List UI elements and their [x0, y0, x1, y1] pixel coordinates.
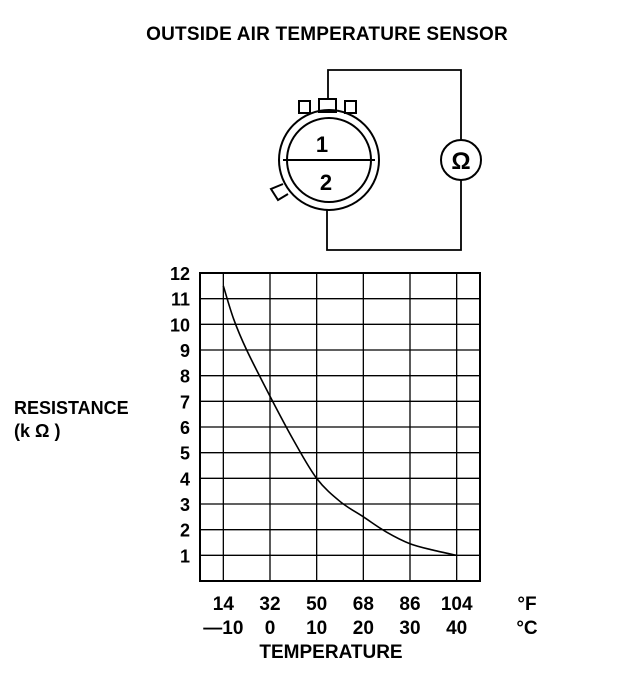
x-tick-label-f: 68	[353, 594, 374, 615]
x-tick-label-c: 0	[265, 618, 276, 639]
y-tick-label: 10	[170, 315, 190, 335]
sensor-circuit-diagram: 1 2 Ω	[269, 69, 482, 251]
y-axis-label-line2: (k Ω )	[14, 421, 61, 441]
x-tick-label-c: 40	[446, 618, 467, 639]
y-tick-label: 1	[180, 546, 190, 566]
y-tick-label: 3	[180, 495, 190, 515]
x-tick-label-c: 10	[306, 618, 327, 639]
pin-2-label: 2	[320, 170, 332, 195]
x-tick-label-f: 104	[441, 594, 473, 615]
y-tick-label: 11	[171, 290, 190, 310]
x-tick-label-c: 20	[353, 618, 374, 639]
x-axis-label: TEMPERATURE	[259, 642, 403, 663]
y-axis-label: RESISTANCE (k Ω )	[14, 397, 129, 443]
connector-outer-ring	[278, 109, 380, 211]
x-tick-label-f: 32	[259, 594, 280, 615]
y-tick-label: 6	[180, 418, 190, 438]
y-tick-label: 5	[180, 444, 190, 464]
x-tick-label-c: 30	[399, 618, 420, 639]
x-tick-labels: 14 —10 32 0 50 10 68 20 86 30 104 40	[203, 594, 473, 639]
x-tick-label-f: 14	[213, 594, 235, 615]
y-tick-label: 9	[180, 341, 190, 361]
y-tick-label: 7	[180, 392, 190, 412]
circuit-wires	[326, 69, 462, 251]
plot-frame	[199, 272, 481, 582]
y-tick-label: 8	[180, 367, 190, 387]
y-tick-label: 12	[170, 264, 190, 284]
x-tick-label-f: 50	[306, 594, 327, 615]
y-tick-label: 2	[180, 521, 190, 541]
ohm-symbol: Ω	[451, 148, 470, 175]
chart-grid	[199, 272, 481, 582]
x-tick-label-c: —10	[203, 618, 243, 639]
ohmmeter-icon	[440, 139, 482, 181]
y-tick-label: 4	[180, 469, 190, 489]
page-title: OUTSIDE AIR TEMPERATURE SENSOR	[146, 24, 508, 45]
sensor-connector	[269, 98, 380, 211]
x-unit-fahrenheit: °F	[517, 594, 536, 615]
connector-latch	[269, 183, 289, 202]
pin-1-label: 1	[316, 132, 328, 157]
x-unit-celsius: °C	[516, 618, 538, 639]
resistance-curve	[222, 285, 457, 557]
resistance-curve-line	[222, 285, 457, 557]
x-tick-label-f: 86	[399, 594, 420, 615]
connector-tab-right	[344, 100, 357, 114]
connector-tab-left	[298, 100, 311, 114]
y-axis-label-line1: RESISTANCE	[14, 398, 129, 418]
